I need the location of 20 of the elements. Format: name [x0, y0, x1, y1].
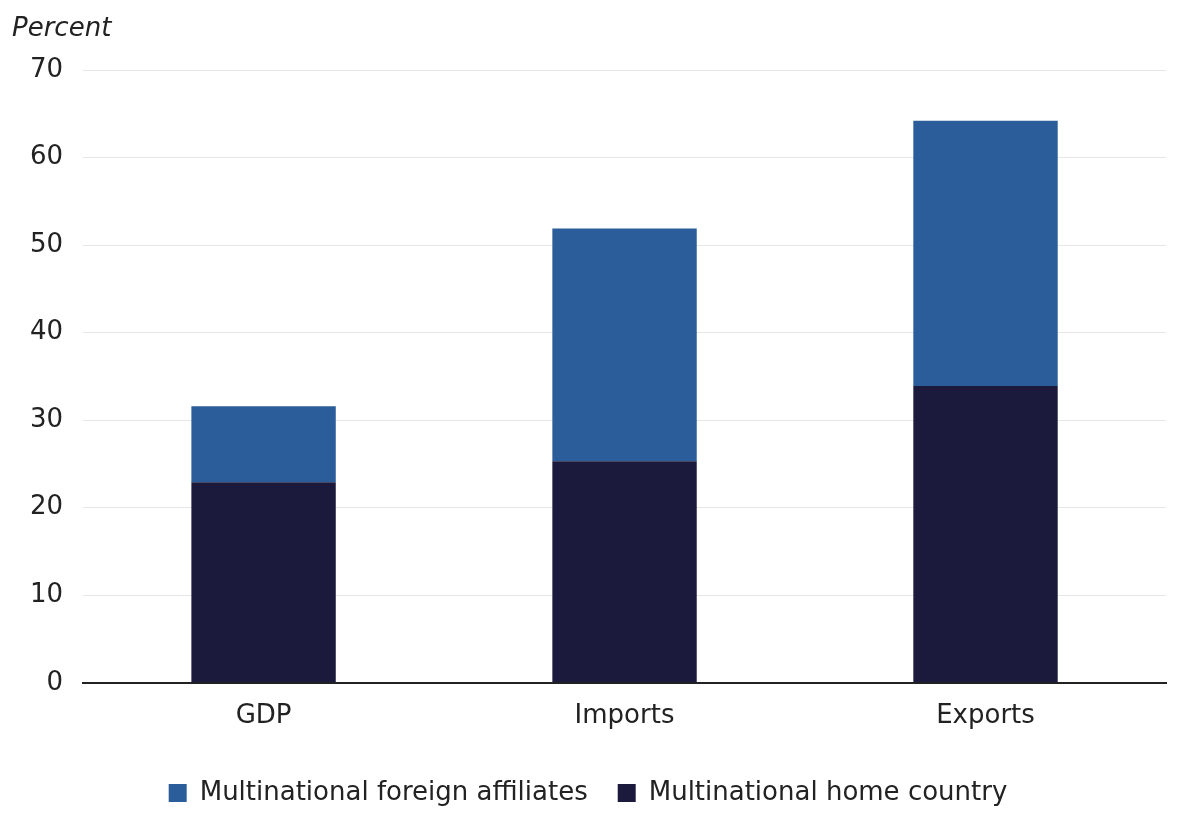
bar	[552, 228, 697, 462]
legend-label: Multinational home country	[648, 775, 1008, 806]
y-tick-label: 70	[29, 52, 64, 83]
bar	[913, 386, 1058, 683]
legend-label: Multinational foreign affiliates	[199, 775, 588, 806]
y-tick-label: 20	[29, 490, 64, 521]
x-tick-label: Exports	[936, 699, 1035, 730]
x-tick-label: Imports	[574, 699, 675, 730]
y-tick-label: 30	[29, 402, 64, 433]
bar	[191, 482, 336, 683]
bar	[552, 461, 697, 683]
y-tick-label: 10	[29, 578, 64, 609]
bar	[913, 120, 1058, 387]
y-tick-label: 0	[46, 665, 64, 696]
y-tick-label: 60	[29, 140, 64, 171]
y-tick-label: 40	[29, 315, 64, 346]
x-tick-label: GDP	[235, 699, 292, 730]
y-tick-label: 50	[29, 227, 64, 258]
bar	[191, 406, 336, 483]
y-axis-title: Percent	[12, 12, 113, 42]
